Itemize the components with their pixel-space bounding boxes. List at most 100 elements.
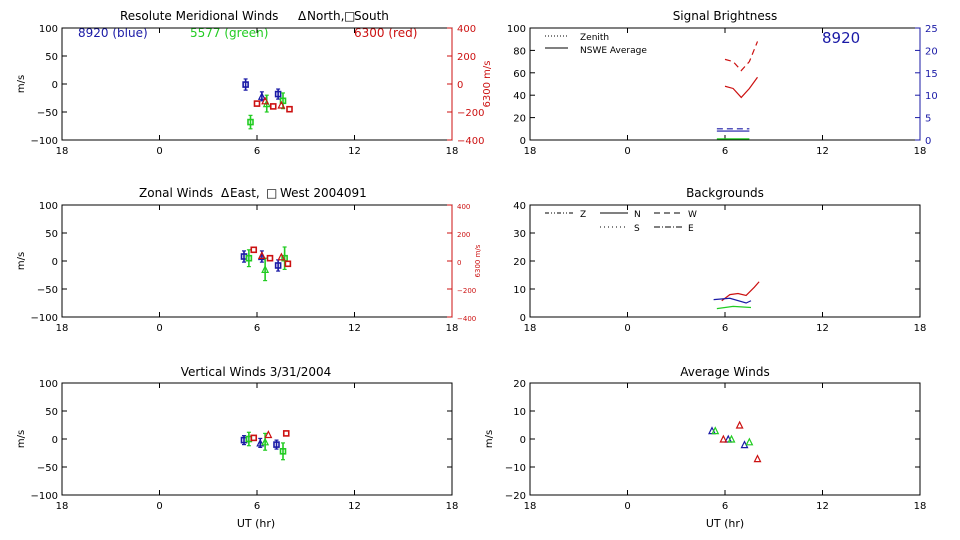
meridional-xtick-label: 12 — [348, 146, 361, 157]
vertical-point-6300 — [264, 430, 273, 439]
meridional-point-6300 — [277, 100, 286, 109]
zonal-right-tick-label: −400 — [457, 315, 476, 323]
legend-average-label: NSWE Average — [580, 46, 647, 56]
meridional-annot-red: 6300 (red) — [354, 26, 417, 40]
zonal-point-6300 — [266, 254, 274, 262]
zonal-right-tick-label: 0 — [457, 259, 461, 267]
zonal-ytick-label: 100 — [39, 201, 58, 212]
zonal-right-axis-label: 6300 m/s — [474, 244, 482, 277]
meridional-point-6300 — [261, 96, 270, 105]
zonal-title-west: West 2004091 — [280, 186, 367, 200]
meridional-plot: 18 0 6 12 18 100 50 0 −50 −100 m/s 400 200 0 −200 −400 6… — [16, 24, 493, 157]
zonal-right-tick-label: 400 — [457, 203, 470, 211]
meridional-right-tick-label: 0 — [457, 80, 463, 91]
vertical-point-8920 — [256, 438, 265, 447]
signal-ytick-label: 60 — [513, 69, 526, 80]
average-xtick-label: 12 — [816, 501, 829, 512]
vertical-xtick-label: 6 — [254, 501, 260, 512]
average-point-green — [711, 426, 720, 435]
legend-z-label: Z — [580, 210, 586, 220]
meridional-ylabel: m/s — [16, 75, 27, 93]
vertical-ytick-label: 0 — [52, 435, 58, 446]
legend-s-label: S — [634, 224, 640, 234]
average-xlabel: UT (hr) — [706, 517, 744, 530]
vertical-xtick-label: 18 — [446, 501, 459, 512]
meridional-right-tick-label: −400 — [457, 136, 484, 147]
meridional-axes-frame — [61, 27, 453, 141]
average-xtick-label: 0 — [624, 501, 630, 512]
backgrounds-xtick-label: 6 — [722, 323, 728, 334]
average-point-green — [727, 434, 736, 443]
average-point-red — [753, 454, 762, 463]
meridional-title-north: North, — [307, 9, 344, 23]
backgrounds-ytick-label: 40 — [513, 201, 526, 212]
zonal-title-east-symbol: Δ — [221, 186, 230, 200]
average-point-red — [719, 434, 728, 443]
average-title: Average Winds — [680, 365, 770, 379]
zonal-ytick-label: 0 — [52, 257, 58, 268]
vertical-point-6300 — [282, 430, 290, 437]
vertical-ytick-label: 50 — [45, 407, 58, 418]
meridional-title-south-symbol: □ — [344, 9, 355, 23]
signal-xtick-label: 6 — [722, 146, 728, 157]
signal-xtick-label: 18 — [524, 146, 537, 157]
meridional-xtick-label: 6 — [254, 146, 260, 157]
panel-meridional: Resolute Meridional Winds Δ North, □ Sou… — [16, 9, 493, 157]
meridional-xtick-label: 18 — [56, 146, 69, 157]
backgrounds-ytick-label: 30 — [513, 229, 526, 240]
signal-right-tick-label: 25 — [925, 24, 938, 35]
meridional-point-6300 — [269, 103, 277, 110]
signal-right-tick-label: 0 — [925, 136, 931, 147]
vertical-ytick-label: −50 — [37, 463, 58, 474]
legend-zenith-label: Zenith — [580, 33, 609, 43]
backgrounds-axes-frame — [529, 204, 921, 318]
legend-e-label: E — [688, 224, 694, 234]
signal-ytick-label: 0 — [520, 136, 526, 147]
backgrounds-ytick-label: 20 — [513, 257, 526, 268]
zonal-point-6300 — [284, 260, 292, 268]
backgrounds-ytick-label: 0 — [520, 313, 526, 324]
average-ytick-label: −20 — [505, 491, 526, 502]
backgrounds-legend: Z N W S E — [545, 210, 697, 234]
meridional-point-8920 — [274, 90, 282, 98]
vertical-ylabel: m/s — [16, 430, 27, 448]
backgrounds-xtick-label: 0 — [624, 323, 630, 334]
meridional-annot-blue: 8920 (blue) — [78, 26, 148, 40]
average-point-green — [745, 437, 754, 446]
meridional-right-tick-label: 400 — [457, 24, 476, 35]
average-xtick-label: 18 — [914, 501, 927, 512]
backgrounds-ytick-label: 10 — [513, 285, 526, 296]
backgrounds-xtick-label: 12 — [816, 323, 829, 334]
signal-xtick-label: 12 — [816, 146, 829, 157]
zonal-ytick-label: −50 — [37, 285, 58, 296]
zonal-xtick-label: 12 — [348, 323, 361, 334]
zonal-ytick-label: −100 — [31, 313, 58, 324]
zonal-xtick-label: 6 — [254, 323, 260, 334]
vertical-xtick-label: 12 — [348, 501, 361, 512]
zonal-ytick-label: 50 — [45, 229, 58, 240]
zonal-axes-frame — [61, 204, 453, 318]
meridional-ytick-label: 0 — [52, 80, 58, 91]
meridional-right-axis-label: 6300 m/s — [482, 61, 493, 108]
meridional-ytick-label: 50 — [45, 52, 58, 63]
signal-right-tick-label: 15 — [925, 69, 938, 80]
zonal-right-tick-label: 200 — [457, 231, 470, 239]
average-ytick-label: 0 — [520, 435, 526, 446]
signal-series-line — [724, 41, 759, 72]
panel-signal: Signal Brightness 8920 Zenith NSWE Avera… — [507, 9, 938, 157]
zonal-point-8920 — [274, 262, 282, 269]
meridional-annot-green: 5577 (green) — [190, 26, 268, 40]
meridional-ytick-label: −100 — [31, 136, 58, 147]
vertical-point-5577 — [261, 437, 270, 446]
signal-ytick-label: 80 — [513, 46, 526, 57]
average-ytick-label: 10 — [513, 407, 526, 418]
vertical-xtick-label: 0 — [156, 501, 162, 512]
meridional-point-8920 — [242, 81, 249, 88]
meridional-point-5577 — [279, 97, 287, 105]
vertical-point-5577 — [279, 448, 287, 455]
signal-xtick-label: 0 — [624, 146, 630, 157]
zonal-xtick-label: 18 — [446, 323, 459, 334]
